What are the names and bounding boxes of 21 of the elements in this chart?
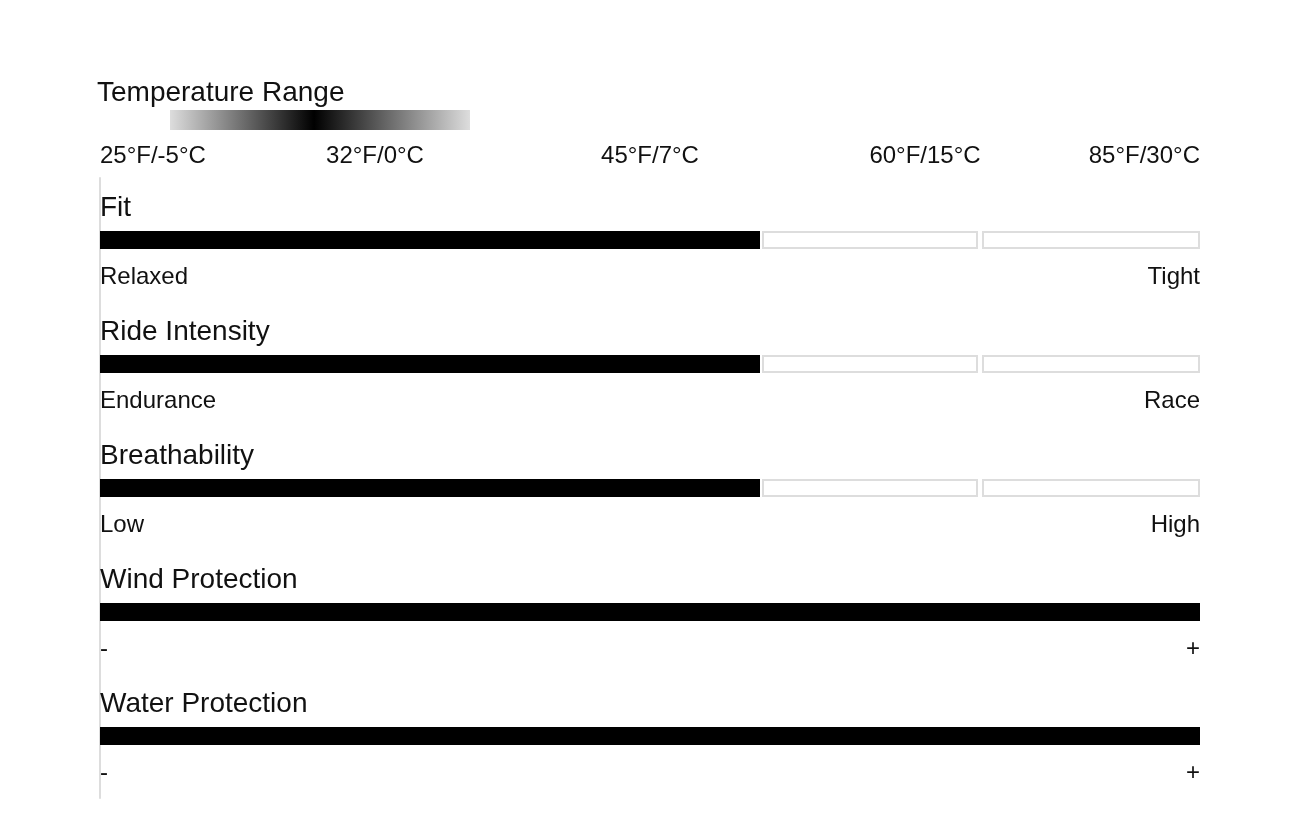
y-tick-label: Water Protection [100,686,308,718]
annotation: Relaxed [100,261,189,289]
category-label: 25°F/-5°C [100,140,206,168]
annotation: + [1185,633,1200,661]
annotation: Endurance [100,385,217,413]
annotation: - [100,633,108,661]
annotation: + [1185,757,1200,785]
annotation: High [1150,509,1200,537]
category-label: 32°F/0°C [326,140,424,168]
annotation: Low [100,509,145,537]
category-label: 60°F/15°C [869,140,981,168]
category-label: 45°F/7°C [601,140,699,168]
category-label: 85°F/30°C [1088,140,1200,168]
y-tick-label: Fit [100,190,132,222]
text: Temperature Range [97,75,345,107]
y-tick-label: Breathability [100,438,255,470]
annotation: Race [1143,385,1200,413]
annotation: Tight [1147,261,1201,289]
y-tick-label: Wind Protection [100,562,298,594]
y-tick-label: Ride Intensity [100,314,270,346]
annotation: - [100,757,108,785]
